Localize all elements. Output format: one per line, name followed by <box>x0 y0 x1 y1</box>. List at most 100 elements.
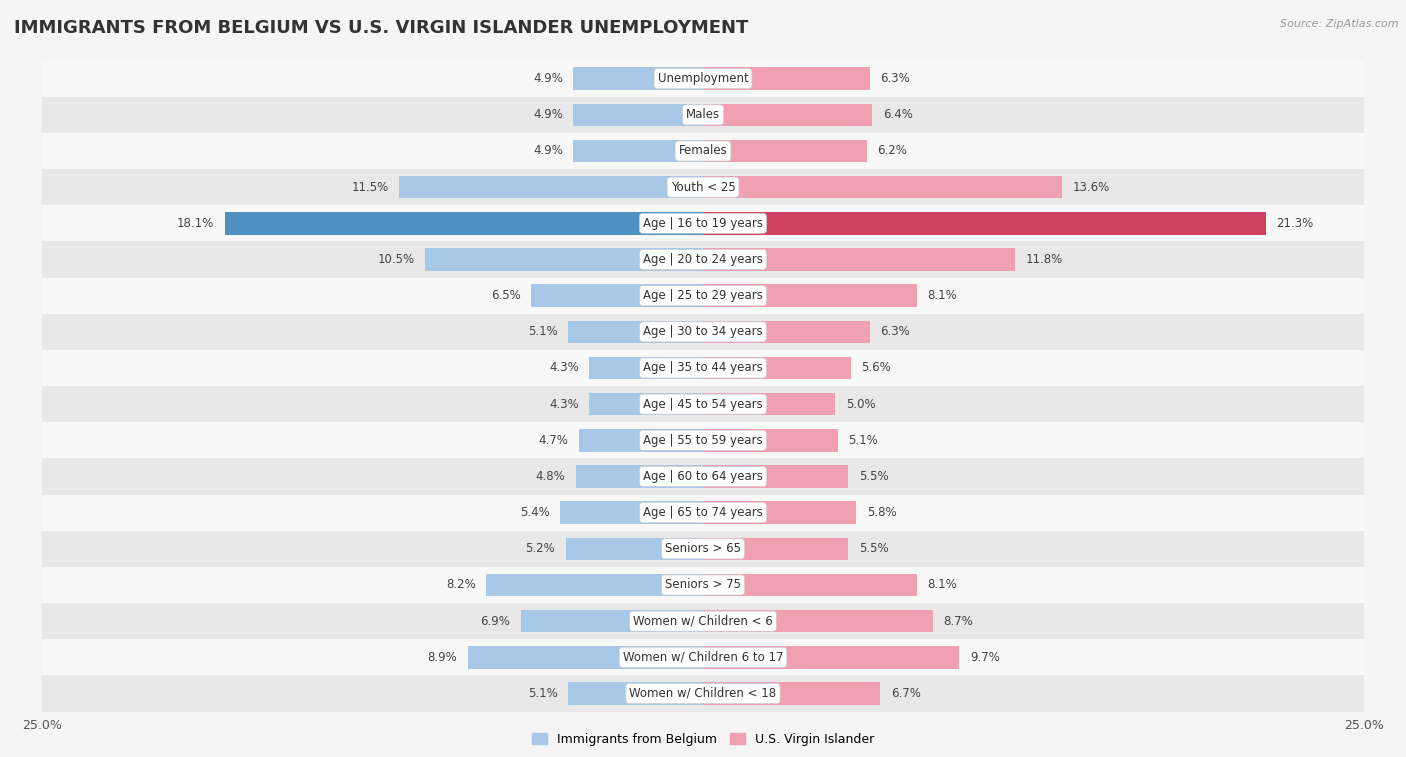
Bar <box>703 176 1063 198</box>
Text: 11.5%: 11.5% <box>352 181 388 194</box>
Bar <box>703 501 856 524</box>
Text: 4.8%: 4.8% <box>536 470 565 483</box>
Text: 6.7%: 6.7% <box>890 687 921 700</box>
Bar <box>703 646 959 668</box>
Text: 6.2%: 6.2% <box>877 145 907 157</box>
Text: 5.1%: 5.1% <box>527 326 558 338</box>
Text: 8.9%: 8.9% <box>427 651 457 664</box>
Bar <box>576 466 703 488</box>
Bar <box>468 646 703 668</box>
Text: Age | 25 to 29 years: Age | 25 to 29 years <box>643 289 763 302</box>
Text: 5.1%: 5.1% <box>527 687 558 700</box>
Bar <box>589 393 703 416</box>
Bar <box>42 531 1364 567</box>
Text: 21.3%: 21.3% <box>1277 217 1313 230</box>
Bar <box>703 466 848 488</box>
Bar <box>589 357 703 379</box>
Text: 4.3%: 4.3% <box>548 397 579 410</box>
Text: 6.3%: 6.3% <box>880 326 910 338</box>
Text: Age | 16 to 19 years: Age | 16 to 19 years <box>643 217 763 230</box>
Bar <box>42 241 1364 278</box>
Text: IMMIGRANTS FROM BELGIUM VS U.S. VIRGIN ISLANDER UNEMPLOYMENT: IMMIGRANTS FROM BELGIUM VS U.S. VIRGIN I… <box>14 19 748 37</box>
Text: Age | 45 to 54 years: Age | 45 to 54 years <box>643 397 763 410</box>
Text: 4.9%: 4.9% <box>533 72 562 85</box>
Text: Age | 35 to 44 years: Age | 35 to 44 years <box>643 362 763 375</box>
Bar <box>574 67 703 90</box>
Bar <box>703 321 869 343</box>
Bar <box>574 104 703 126</box>
Bar <box>703 574 917 597</box>
Bar <box>703 393 835 416</box>
Bar <box>703 537 848 560</box>
Text: 4.9%: 4.9% <box>533 145 562 157</box>
Bar <box>42 639 1364 675</box>
Text: 4.9%: 4.9% <box>533 108 562 121</box>
Bar <box>703 104 872 126</box>
Text: 9.7%: 9.7% <box>970 651 1000 664</box>
Text: Source: ZipAtlas.com: Source: ZipAtlas.com <box>1281 19 1399 29</box>
Text: 5.2%: 5.2% <box>526 542 555 556</box>
Bar <box>703 429 838 451</box>
Bar <box>42 422 1364 459</box>
Text: 5.0%: 5.0% <box>846 397 876 410</box>
Text: 8.1%: 8.1% <box>928 578 957 591</box>
Text: 6.3%: 6.3% <box>880 72 910 85</box>
Text: 5.8%: 5.8% <box>868 506 897 519</box>
Bar <box>486 574 703 597</box>
Bar <box>42 313 1364 350</box>
Text: 6.9%: 6.9% <box>481 615 510 628</box>
Bar <box>42 205 1364 241</box>
Text: Unemployment: Unemployment <box>658 72 748 85</box>
Text: Youth < 25: Youth < 25 <box>671 181 735 194</box>
Text: Age | 20 to 24 years: Age | 20 to 24 years <box>643 253 763 266</box>
Bar <box>565 537 703 560</box>
Text: Males: Males <box>686 108 720 121</box>
Text: 6.4%: 6.4% <box>883 108 912 121</box>
Text: 8.2%: 8.2% <box>446 578 475 591</box>
Text: 4.7%: 4.7% <box>538 434 568 447</box>
Bar <box>42 278 1364 313</box>
Text: Age | 65 to 74 years: Age | 65 to 74 years <box>643 506 763 519</box>
Bar <box>703 682 880 705</box>
Text: Age | 30 to 34 years: Age | 30 to 34 years <box>643 326 763 338</box>
Bar <box>574 140 703 162</box>
Bar <box>42 567 1364 603</box>
Text: Age | 60 to 64 years: Age | 60 to 64 years <box>643 470 763 483</box>
Text: 10.5%: 10.5% <box>378 253 415 266</box>
Bar <box>42 350 1364 386</box>
Text: Women w/ Children 6 to 17: Women w/ Children 6 to 17 <box>623 651 783 664</box>
Text: Women w/ Children < 18: Women w/ Children < 18 <box>630 687 776 700</box>
Text: 13.6%: 13.6% <box>1073 181 1111 194</box>
Bar <box>42 169 1364 205</box>
Bar <box>42 97 1364 133</box>
Bar <box>568 321 703 343</box>
Text: Seniors > 75: Seniors > 75 <box>665 578 741 591</box>
Bar <box>42 603 1364 639</box>
Text: 5.1%: 5.1% <box>848 434 879 447</box>
Bar <box>568 682 703 705</box>
Text: 5.5%: 5.5% <box>859 542 889 556</box>
Bar <box>42 61 1364 97</box>
Bar <box>531 285 703 307</box>
Bar <box>703 357 851 379</box>
Bar <box>703 285 917 307</box>
Bar <box>42 675 1364 712</box>
Text: 5.6%: 5.6% <box>862 362 891 375</box>
Text: 5.4%: 5.4% <box>520 506 550 519</box>
Bar <box>520 610 703 632</box>
Text: 6.5%: 6.5% <box>491 289 520 302</box>
Legend: Immigrants from Belgium, U.S. Virgin Islander: Immigrants from Belgium, U.S. Virgin Isl… <box>527 728 879 751</box>
Bar <box>703 67 869 90</box>
Text: 18.1%: 18.1% <box>177 217 214 230</box>
Text: 8.1%: 8.1% <box>928 289 957 302</box>
Text: 8.7%: 8.7% <box>943 615 973 628</box>
Text: 4.3%: 4.3% <box>548 362 579 375</box>
Text: 11.8%: 11.8% <box>1025 253 1063 266</box>
Bar <box>703 248 1015 271</box>
Text: Age | 55 to 59 years: Age | 55 to 59 years <box>643 434 763 447</box>
Bar <box>560 501 703 524</box>
Text: Seniors > 65: Seniors > 65 <box>665 542 741 556</box>
Text: 5.5%: 5.5% <box>859 470 889 483</box>
Bar <box>703 212 1265 235</box>
Bar <box>42 494 1364 531</box>
